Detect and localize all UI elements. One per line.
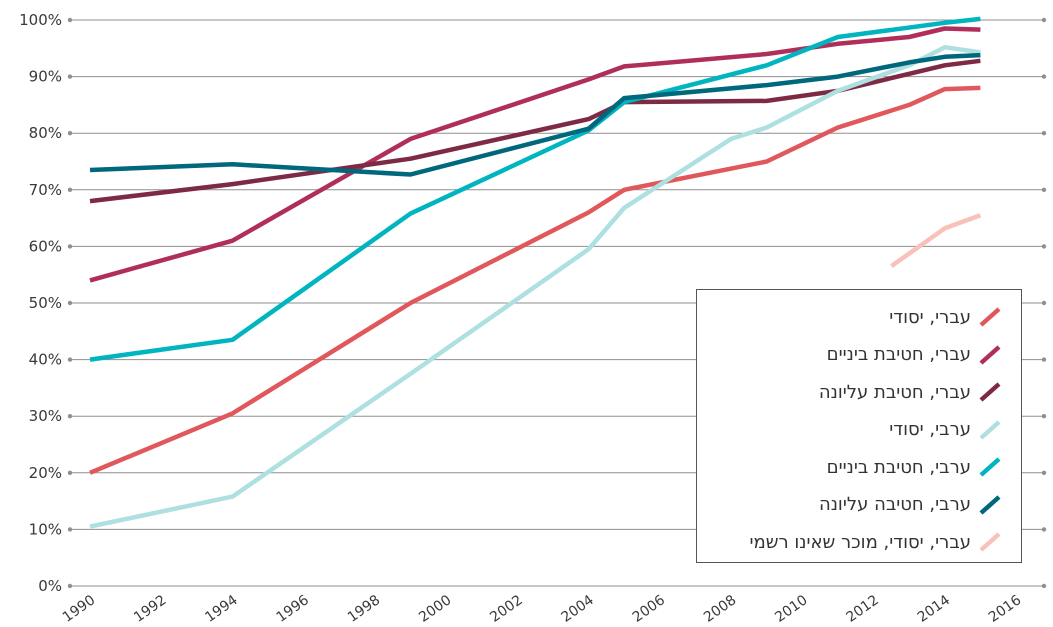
- x-tick-label: 2014: [915, 592, 953, 626]
- x-tick-label: 2012: [843, 592, 881, 626]
- legend: עברי, יסודי עברי, חטיבת ביניים עברי, חטי…: [696, 289, 1022, 563]
- gridline-dot: [67, 74, 73, 79]
- y-tick-label: 10%: [29, 520, 62, 538]
- legend-swatch-icon: [979, 457, 1001, 477]
- x-tick-label: 1996: [274, 592, 312, 626]
- series-line-7: [889, 213, 982, 269]
- legend-item-hebrew-middle-school: עברי, חטיבת ביניים: [697, 338, 1021, 372]
- series-line-3: [89, 58, 981, 204]
- gridline-dot: [67, 187, 73, 192]
- x-tick-label: 1994: [202, 592, 240, 626]
- legend-label: עברי, חטיבת עליונה: [818, 381, 971, 403]
- legend-item-hebrew-primary: עברי, יסודי: [697, 300, 1021, 334]
- legend-swatch-icon: [979, 307, 1001, 327]
- x-tick-label: 1998: [345, 592, 383, 626]
- legend-label: ערבי, חטיבת ביניים: [826, 456, 971, 478]
- gridline-dot: [67, 17, 73, 23]
- gridline-dot: [67, 470, 73, 475]
- gridline-dot: [67, 300, 73, 306]
- y-tick-label: 30%: [29, 407, 62, 425]
- series-line-5: [89, 16, 981, 362]
- gridline-dot: [67, 357, 73, 362]
- y-tick-label: 80%: [29, 124, 62, 142]
- gridline-dot: [1041, 300, 1047, 306]
- x-tick-label: 1992: [131, 592, 169, 626]
- gridline-dot: [1041, 527, 1047, 532]
- legend-swatch-icon: [979, 532, 1001, 552]
- legend-label: עברי, יסודי, מוכר שאינו רשמי: [749, 531, 971, 553]
- series-line-1: [89, 85, 981, 475]
- legend-swatch-icon: [979, 419, 1001, 440]
- legend-swatch-icon: [979, 382, 1001, 402]
- x-axis-ticks: 1990 1992 1994 1996 1998 2000 2002 2004 2006 2008…: [60, 592, 1024, 626]
- series-line-6: [89, 52, 981, 177]
- x-tick-label: 2002: [487, 592, 525, 626]
- y-tick-label: 90%: [29, 68, 62, 86]
- y-tick-label: 70%: [29, 181, 62, 199]
- gridline-dot: [1041, 74, 1047, 79]
- legend-item-hebrew-high-school: עברי, חטיבת עליונה: [697, 375, 1021, 409]
- y-tick-label: 50%: [29, 294, 62, 312]
- legend-label: עברי, יסודי: [889, 306, 971, 328]
- gridline-dot: [67, 414, 73, 419]
- x-tick-label: 2016: [986, 592, 1024, 626]
- x-tick-label: 1990: [60, 592, 98, 626]
- legend-item-arab-primary: ערבי, יסודי: [697, 413, 1021, 447]
- gridline-dot: [1041, 244, 1047, 249]
- x-tick-label: 2010: [772, 592, 810, 626]
- legend-item-hebrew-primary-unofficial: עברי, יסודי, מוכר שאינו רשמי: [697, 525, 1021, 559]
- gridline-dot: [1041, 131, 1047, 136]
- gridline-dot: [1041, 583, 1047, 589]
- series-lines: [89, 16, 982, 529]
- x-tick-label: 2000: [416, 592, 454, 626]
- gridline-dot: [1041, 357, 1047, 362]
- gridline-dot: [67, 527, 73, 532]
- y-tick-label: 20%: [29, 464, 62, 482]
- y-tick-label: 100%: [19, 11, 62, 29]
- legend-label: עברי, חטיבת ביניים: [826, 344, 971, 365]
- x-tick-label: 2004: [559, 592, 597, 626]
- x-tick-label: 2006: [630, 592, 668, 626]
- gridline-dot: [67, 244, 73, 249]
- y-tick-label: 40%: [29, 351, 62, 369]
- legend-item-arab-middle-school: ערבי, חטיבת ביניים: [697, 450, 1021, 484]
- y-tick-label: 0%: [38, 577, 62, 595]
- y-axis-ticks: 0% 10% 20% 30% 40% 50% 60% 70% 80% 90% 100%: [19, 11, 62, 595]
- gridline-dot: [1041, 414, 1047, 419]
- gridline-dot: [1041, 470, 1047, 475]
- gridline-dot: [1041, 17, 1047, 23]
- x-tick-label: 2008: [701, 592, 739, 626]
- gridline-dot: [67, 131, 73, 136]
- legend-swatch-icon: [979, 344, 1001, 365]
- gridline-dot: [1041, 187, 1047, 192]
- y-tick-label: 60%: [29, 237, 62, 255]
- legend-label: ערבי, יסודי: [889, 419, 971, 440]
- series-line-2: [89, 26, 981, 283]
- legend-swatch-icon: [979, 494, 1001, 515]
- legend-item-arab-high-school: ערבי, חטיבה עליונה: [697, 488, 1021, 522]
- gridline-dot: [67, 583, 73, 589]
- legend-label: ערבי, חטיבה עליונה: [818, 494, 971, 515]
